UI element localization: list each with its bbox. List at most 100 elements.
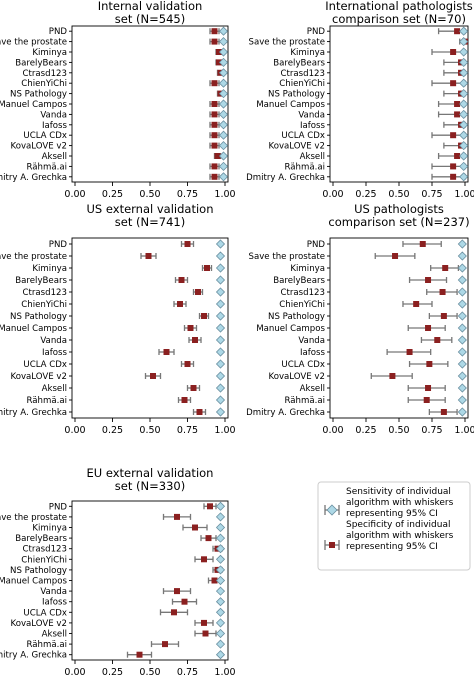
y-tick-label: BarelyBears	[15, 58, 67, 68]
specificity-point	[389, 373, 396, 379]
y-tick-label: Dmitry A. Grechka	[0, 173, 67, 183]
chart-title-line: comparison set (N=237)	[328, 215, 469, 229]
y-tick-label: Iafoss	[300, 121, 326, 131]
chart-title-line: set (N=545)	[115, 12, 185, 26]
x-tick-label: 0.00	[64, 425, 85, 436]
specificity-point	[440, 313, 447, 319]
legend-spec-line-1: Specificity of individual	[346, 520, 450, 530]
sensitivity-point	[457, 407, 467, 417]
y-tick-label: KovaLOVE v2	[268, 372, 325, 382]
x-tick-label: 0.25	[355, 189, 376, 200]
x-tick-label: 0.25	[355, 425, 376, 436]
chart-title: EU external validation set (N=330)	[87, 466, 214, 493]
y-tick-label: Iafoss	[42, 348, 68, 358]
sensitivity-point	[215, 299, 226, 309]
y-tick-label: Iafoss	[300, 348, 326, 358]
specificity-point	[454, 28, 461, 35]
sensitivity-point	[215, 263, 226, 273]
y-tick-label: PND	[49, 240, 68, 250]
specificity-point	[214, 153, 221, 159]
y-tick-label: UCLA CDx	[23, 131, 67, 141]
y-tick-label: NS Pathology	[10, 566, 67, 576]
y-tick-label: Ctrasd123	[22, 545, 67, 555]
specificity-point	[450, 132, 457, 139]
x-tick-label: 0.50	[139, 189, 160, 200]
specificity-point	[174, 588, 180, 595]
specificity-point	[425, 277, 432, 283]
sensitivity-point	[215, 650, 226, 660]
legend-sensitivity-marker	[324, 504, 340, 516]
x-tick-label: 0.75	[421, 189, 442, 200]
chart-title-line: set (N=330)	[115, 479, 185, 493]
legend-sens-line-1: Sensitivity of individual	[346, 487, 451, 497]
y-tick-label: Kiminya	[290, 48, 325, 58]
plot-area	[71, 25, 229, 183]
y-tick-label: Kiminya	[32, 264, 67, 274]
legend-specificity-label: Specificity of individual algorithm with…	[346, 520, 456, 552]
sensitivity-point	[218, 57, 229, 67]
sensitivity-point	[459, 99, 469, 109]
specificity-point	[423, 397, 430, 403]
sensitivity-point	[457, 275, 467, 285]
specificity-point	[211, 101, 218, 107]
y-tick-label: Kiminya	[32, 524, 67, 534]
y-tick-label: Kiminya	[32, 48, 67, 58]
sensitivity-point	[215, 628, 226, 639]
sensitivity-point	[218, 161, 229, 171]
specificity-point	[192, 524, 198, 531]
legend: Sensitivity of individual algorithm with…	[317, 481, 471, 571]
x-tick-label: 0.50	[139, 425, 160, 436]
specificity-point	[211, 577, 218, 584]
sensitivity-point	[215, 371, 226, 381]
y-tick-label: KovaLOVE v2	[268, 142, 325, 152]
specificity-point	[181, 397, 188, 403]
y-tick-label: Manuel Campos	[0, 100, 68, 110]
y-tick-label: Ctrasd123	[22, 69, 67, 79]
specificity-point	[187, 325, 194, 331]
y-tick-label: UCLA CDx	[23, 360, 67, 370]
specificity-point	[190, 385, 197, 391]
y-tick-label: NS Pathology	[10, 90, 67, 100]
y-tick-label: Aksell	[300, 384, 325, 394]
y-tick-label: Vanda	[40, 110, 67, 120]
chart-title-line: EU external validation	[87, 466, 214, 480]
sensitivity-point	[459, 89, 469, 99]
chart-title-line: US external validation	[87, 202, 214, 216]
y-tick-label: Manuel Campos	[0, 324, 68, 334]
sensitivity-point	[218, 109, 229, 119]
y-tick-label: NS Pathology	[268, 90, 325, 100]
specificity-point	[211, 121, 218, 128]
chart-title: US pathologists comparison set (N=237)	[328, 202, 469, 229]
sensitivity-point	[218, 141, 229, 151]
specificity-point	[426, 361, 433, 367]
y-tick-label: ChienYiChi	[279, 79, 325, 89]
sensitivity-point	[218, 26, 229, 36]
sensitivity-point	[459, 57, 469, 67]
legend-frame	[317, 481, 471, 571]
sensitivity-point	[218, 89, 229, 99]
specificity-point	[207, 503, 213, 510]
chart-panel-2: International pathologists comparison set…	[246, 0, 474, 200]
y-tick-label: Rähmä.ai	[284, 396, 325, 406]
specificity-point	[419, 241, 426, 247]
sensitivity-point	[215, 501, 226, 511]
sensitivity-point	[215, 395, 226, 405]
specificity-point	[150, 373, 156, 379]
specificity-point	[406, 349, 413, 355]
sensitivity-point	[215, 639, 226, 649]
specificity-point	[454, 101, 461, 107]
y-tick-label: Iafoss	[42, 121, 68, 131]
specificity-point	[201, 619, 207, 626]
y-tick-label: Vanda	[298, 110, 325, 120]
y-tick-label: Rähmä.ai	[26, 640, 67, 650]
y-tick-label: Iafoss	[42, 598, 68, 608]
y-tick-label: BarelyBears	[273, 276, 325, 286]
x-tick-label: 1.00	[214, 667, 235, 675]
specificity-point	[450, 173, 457, 180]
y-tick-label: ChienYiChi	[21, 300, 67, 310]
sensitivity-point	[215, 323, 226, 333]
legend-sensitivity-label: Sensitivity of individual algorithm with…	[346, 487, 456, 519]
y-tick-label: PND	[307, 240, 326, 250]
